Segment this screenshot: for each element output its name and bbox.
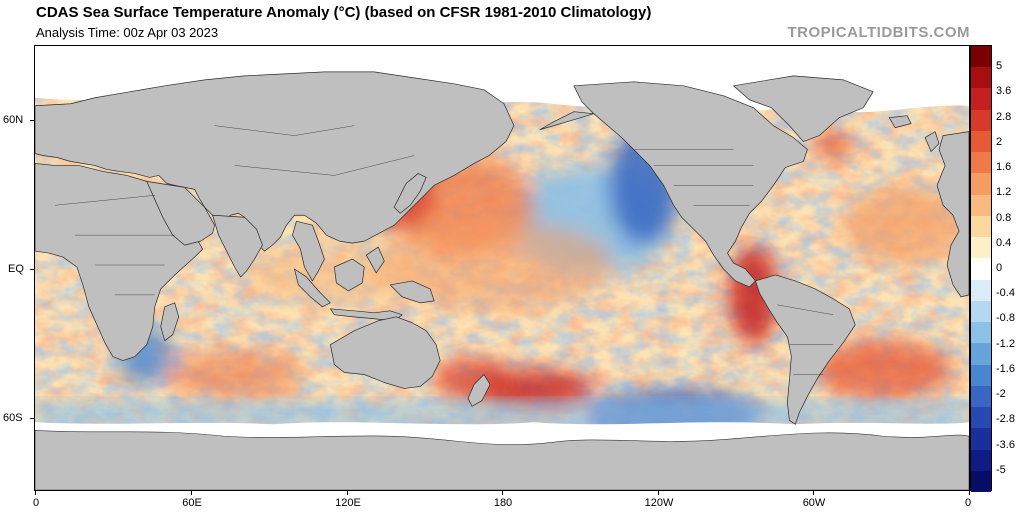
- map-canvas: [35, 46, 969, 490]
- land-india: [212, 214, 263, 278]
- colorbar-swatch: [971, 428, 991, 451]
- colorbar-tick-label: 1.2: [996, 186, 1012, 199]
- land-south-america: [755, 274, 856, 425]
- land-north-america: [573, 81, 808, 288]
- colorbar-swatch: [971, 364, 991, 387]
- colorbar-tick-label: 2: [996, 135, 1003, 148]
- colorbar-tick-label: 3.6: [996, 85, 1012, 98]
- lat-label-60n: 60N: [3, 114, 24, 126]
- land-eurasia: [35, 71, 515, 252]
- colorbar-tick-label: -0.8: [996, 312, 1015, 325]
- lon-label-60w: 60W: [802, 497, 826, 509]
- lat-label-eq: EQ: [8, 263, 24, 275]
- colorbar-swatch: [971, 470, 991, 493]
- lat-tick: [30, 120, 34, 121]
- colorbar-tick-label: -5: [996, 463, 1006, 476]
- lon-label-120e: 120E: [335, 497, 361, 509]
- borders: [54, 125, 834, 375]
- lon-tick: [658, 491, 659, 495]
- land-australia: [330, 316, 441, 389]
- anomaly-patches: [114, 125, 964, 440]
- colorbar-swatch: [971, 215, 991, 238]
- land-sumatra: [294, 268, 331, 308]
- colorbar-swatch: [971, 407, 991, 429]
- sst-anomaly-map[interactable]: [34, 45, 970, 491]
- analysis-time: Analysis Time: 00z Apr 03 2023: [36, 25, 219, 40]
- colorbar-swatch: [971, 130, 991, 153]
- colorbar-swatch: [971, 300, 991, 323]
- lon-label-60e: 60E: [182, 497, 202, 509]
- lat-tick: [30, 418, 34, 419]
- lon-label-120w: 120W: [644, 497, 674, 509]
- colorbar-tick-label: 0: [996, 262, 1003, 274]
- land-masses: [35, 71, 969, 425]
- colorbar-tick-label: 0.8: [996, 211, 1012, 224]
- watermark: TROPICALTIDBITS.COM: [787, 24, 970, 41]
- colorbar-tick-label: -1.2: [996, 337, 1015, 350]
- colorbar-tick-label: -0.4: [996, 287, 1015, 300]
- land-new-zealand: [467, 374, 491, 407]
- lat-tick: [30, 269, 34, 270]
- land-greenland: [733, 75, 874, 142]
- colorbar: [970, 45, 992, 493]
- colorbar-tick-label: 5: [996, 60, 1003, 73]
- land-arabia: [146, 181, 215, 246]
- colorbar-swatch: [971, 46, 991, 68]
- lon-tick: [35, 491, 36, 495]
- colorbar-tick-label: -2: [996, 388, 1006, 401]
- colorbar-swatch: [971, 322, 991, 344]
- lon-tick: [347, 491, 348, 495]
- colorbar-swatch: [971, 88, 991, 111]
- colorbar-tick-label: 1.6: [996, 161, 1012, 174]
- colorbar-swatch: [971, 385, 991, 408]
- colorbar-swatch: [971, 152, 991, 174]
- lat-label-60s: 60S: [3, 412, 23, 424]
- colorbar-tick-label: -3.6: [996, 438, 1015, 451]
- lon-tick: [191, 491, 192, 495]
- colorbar-swatch: [971, 449, 991, 472]
- colorbar-tick-label: 0.4: [996, 236, 1012, 249]
- map-title: CDAS Sea Surface Temperature Anomaly (°C…: [36, 4, 652, 21]
- land-madagascar: [160, 302, 180, 342]
- lon-label-0-east: 0: [964, 497, 972, 509]
- lon-label-180: 180: [493, 497, 513, 509]
- colorbar-tick-label: -1.6: [996, 362, 1015, 375]
- land-antarctica: [35, 429, 969, 490]
- colorbar-swatch: [971, 258, 991, 281]
- colorbar-swatch: [971, 237, 991, 259]
- colorbar-swatch: [971, 67, 991, 89]
- land-japan: [393, 173, 427, 214]
- land-borneo: [334, 258, 365, 292]
- colorbar-tick-label: 2.8: [996, 110, 1012, 123]
- colorbar-swatch: [971, 109, 991, 132]
- colorbar-swatch: [971, 343, 991, 366]
- land-philippines: [365, 246, 385, 274]
- colorbar-tick-label: -2.8: [996, 413, 1015, 426]
- land-iceland: [888, 115, 912, 128]
- colorbar-swatch: [971, 173, 991, 196]
- land-indochina: [292, 220, 325, 282]
- land-europe-africa-east: [936, 131, 969, 298]
- colorbar-swatch: [971, 194, 991, 217]
- land-aleutians: [539, 111, 595, 130]
- land-british-isles: [924, 131, 940, 152]
- lon-tick: [813, 491, 814, 495]
- lon-tick: [969, 491, 970, 495]
- lon-tick: [502, 491, 503, 495]
- colorbar-swatch: [971, 279, 991, 302]
- land-new-guinea: [389, 280, 435, 304]
- lon-label-0: 0: [32, 497, 40, 509]
